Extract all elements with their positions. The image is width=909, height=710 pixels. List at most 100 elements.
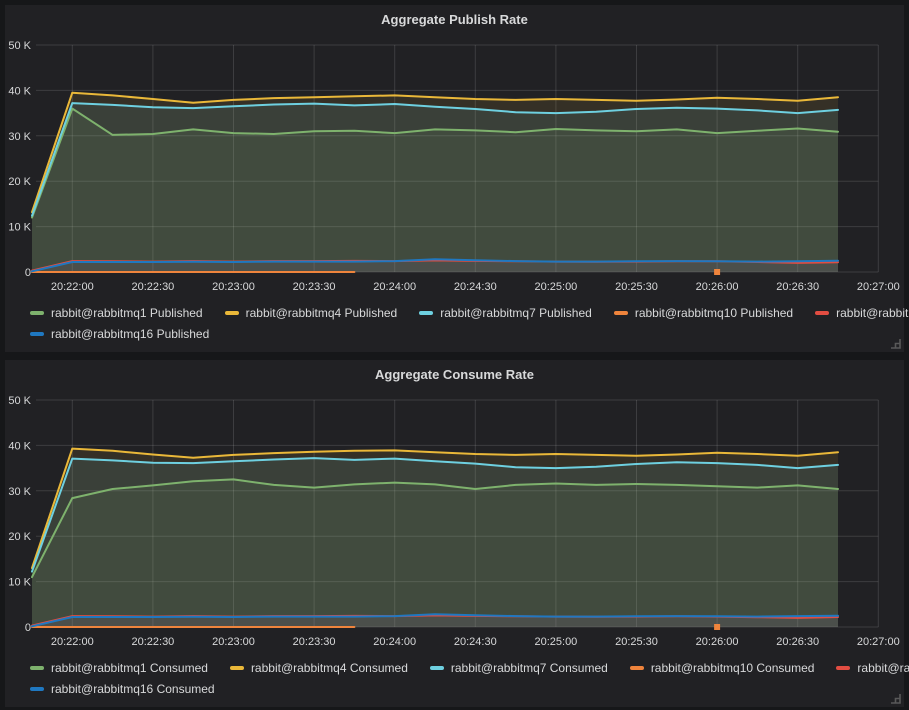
x-axis-tick-label: 20:22:00 [51, 281, 94, 293]
series-line [31, 447, 839, 569]
legend-item[interactable]: rabbit@rabbitmq7 Consumed [429, 660, 608, 675]
legend-item[interactable]: rabbit@rabbitmq4 Published [224, 305, 398, 320]
y-axis-tick-label: 40 K [8, 440, 31, 452]
legend-color-swatch-icon [613, 310, 628, 315]
legend-color-swatch-icon [30, 331, 44, 336]
legend-label: rabbit@rabbitmq10 Published [634, 305, 794, 320]
x-axis-tick-label: 20:26:00 [696, 636, 739, 648]
legend-label: rabbit@rabbitmq4 Published [245, 305, 398, 320]
legend-label: rabbit@rabbitmq1 Published [51, 305, 203, 320]
legend-label: rabbit@rabbitmq10 Consumed [650, 660, 815, 675]
series-line [31, 457, 839, 573]
legend-color-swatch-icon [30, 310, 44, 315]
x-axis-tick-label: 20:27:00 [857, 281, 900, 293]
panel-title[interactable]: Aggregate Publish Rate [381, 11, 528, 27]
time-series-chart[interactable]: 0 10 K 20 K 30 K 40 K 50 K 20:22:00 20:22:30 20:… [5, 388, 904, 655]
legend-item[interactable]: rabbit@rabbitmq10 Published [613, 305, 794, 320]
y-axis-tick-label: 20 K [8, 176, 31, 188]
x-axis-tick-label: 20:25:00 [534, 636, 577, 648]
series-fill [32, 448, 838, 627]
legend-item[interactable]: rabbit@rabbitmq4 Consumed [229, 660, 408, 675]
legend-item[interactable]: rabbit@rabbitmq1 Consumed [30, 661, 208, 675]
legend-item[interactable]: rabbit@rabbitmq7 Published [419, 306, 592, 320]
x-axis-tick-label: 20:26:30 [776, 281, 819, 293]
legend-row: rabbit@rabbitmq16 Published [30, 323, 904, 344]
series-line [31, 107, 839, 219]
legend-item[interactable]: rabbit@rabbitmq10 Consumed [629, 660, 815, 675]
x-axis-tick-label: 20:24:00 [373, 636, 416, 648]
x-axis-tick-label: 20:25:30 [615, 636, 658, 648]
series-line [31, 258, 839, 273]
legend-color-swatch-icon [419, 310, 434, 315]
legend-color-swatch-icon [815, 310, 830, 315]
series-fill [32, 103, 838, 272]
panel-resize-handle-icon[interactable] [890, 338, 901, 349]
x-axis-tick-label: 20:23:00 [212, 636, 255, 648]
legend-row: rabbit@rabbitmq1 Published rabbit@rabbitm… [30, 302, 909, 323]
legend-color-swatch-icon [836, 665, 851, 670]
legend-label: rabbit@rabbitmq7 Consumed [450, 660, 608, 675]
series-line [31, 102, 839, 217]
y-axis-tick-label: 10 K [8, 577, 31, 589]
legend-color-swatch-icon [229, 665, 244, 670]
y-axis-tick-label: 40 K [8, 85, 31, 97]
legend-label: rabbit@rabbitmq13 Published [836, 305, 909, 320]
legend-item[interactable]: rabbit@rabbitmq16 Consumed [30, 682, 215, 696]
legend-label: rabbit@rabbitmq16 Consumed [51, 681, 215, 696]
panel-aggregate-consume-rate: Aggregate Consume Rate 0 10 K 20 K 30 K 40 K… [5, 360, 909, 707]
y-axis-tick-label: 10 K [8, 222, 31, 234]
legend-item[interactable]: rabbit@rabbitmq13 Published [815, 306, 909, 320]
legend: rabbit@rabbitmq1 Consumed rabbit@rabbitmq… [5, 655, 909, 699]
series-fill [32, 615, 838, 627]
legend-label: rabbit@rabbitmq13 Consumed [857, 660, 909, 675]
x-axis-tick-label: 20:26:00 [696, 281, 739, 293]
panel-aggregate-publish-rate: Aggregate Publish Rate 0 10 K 20 K 30 K 40 K… [5, 5, 909, 352]
x-axis-tick-label: 20:22:30 [131, 636, 174, 648]
series-fill [32, 260, 838, 272]
legend: rabbit@rabbitmq1 Published rabbit@rabbitm… [5, 300, 909, 344]
panel-header: Aggregate Consume Rate [5, 360, 904, 388]
legend-item[interactable]: rabbit@rabbitmq1 Published [30, 306, 203, 320]
legend-item[interactable]: rabbit@rabbitmq16 Published [30, 327, 209, 341]
series-point-marker [714, 269, 721, 275]
y-axis-tick-label: 30 K [8, 131, 31, 143]
legend-label: rabbit@rabbitmq4 Consumed [250, 660, 408, 675]
y-axis-tick-label: 20 K [8, 531, 31, 543]
y-axis-tick-label: 50 K [8, 40, 31, 52]
series-line [31, 91, 839, 214]
x-axis-tick-label: 20:24:30 [454, 636, 497, 648]
legend-color-swatch-icon [224, 310, 239, 315]
series-fill [32, 479, 838, 627]
x-axis-tick-label: 20:26:30 [776, 636, 819, 648]
x-axis-tick-label: 20:24:30 [454, 281, 497, 293]
legend-label: rabbit@rabbitmq7 Published [440, 305, 592, 320]
dashboard: Aggregate Publish Rate 0 10 K 20 K 30 K 40 K… [5, 5, 909, 707]
legend-item[interactable]: rabbit@rabbitmq13 Consumed [836, 661, 909, 675]
legend-row: rabbit@rabbitmq1 Consumed rabbit@rabbitmq… [30, 657, 909, 678]
legend-color-swatch-icon [629, 665, 644, 670]
series-point-marker [714, 624, 721, 630]
time-series-chart[interactable]: 0 10 K 20 K 30 K 40 K 50 K 20:22:00 20:22:30 20:… [5, 33, 904, 300]
series-fill [32, 108, 838, 272]
legend-color-swatch-icon [30, 686, 44, 691]
y-axis-tick-label: 0 [25, 622, 31, 634]
legend-color-swatch-icon [429, 665, 444, 670]
panel-resize-handle-icon[interactable] [890, 693, 901, 704]
x-axis-tick-label: 20:25:30 [615, 281, 658, 293]
x-axis-tick-label: 20:23:00 [212, 281, 255, 293]
y-axis-tick-label: 0 [25, 267, 31, 279]
legend-label: rabbit@rabbitmq16 Published [51, 326, 210, 341]
legend-label: rabbit@rabbitmq1 Consumed [51, 660, 208, 675]
x-axis-tick-label: 20:25:00 [534, 281, 577, 293]
legend-row: rabbit@rabbitmq16 Consumed [30, 678, 904, 699]
y-axis-tick-label: 50 K [8, 395, 31, 407]
x-axis-tick-label: 20:22:30 [131, 281, 174, 293]
y-axis-tick-label: 30 K [8, 486, 31, 498]
series-fill [32, 458, 838, 627]
x-axis-tick-label: 20:24:00 [373, 281, 416, 293]
series-line [31, 478, 839, 579]
series-line [31, 613, 839, 628]
x-axis-tick-label: 20:22:00 [51, 636, 94, 648]
panel-title[interactable]: Aggregate Consume Rate [375, 366, 534, 382]
x-axis-tick-label: 20:23:30 [293, 636, 336, 648]
